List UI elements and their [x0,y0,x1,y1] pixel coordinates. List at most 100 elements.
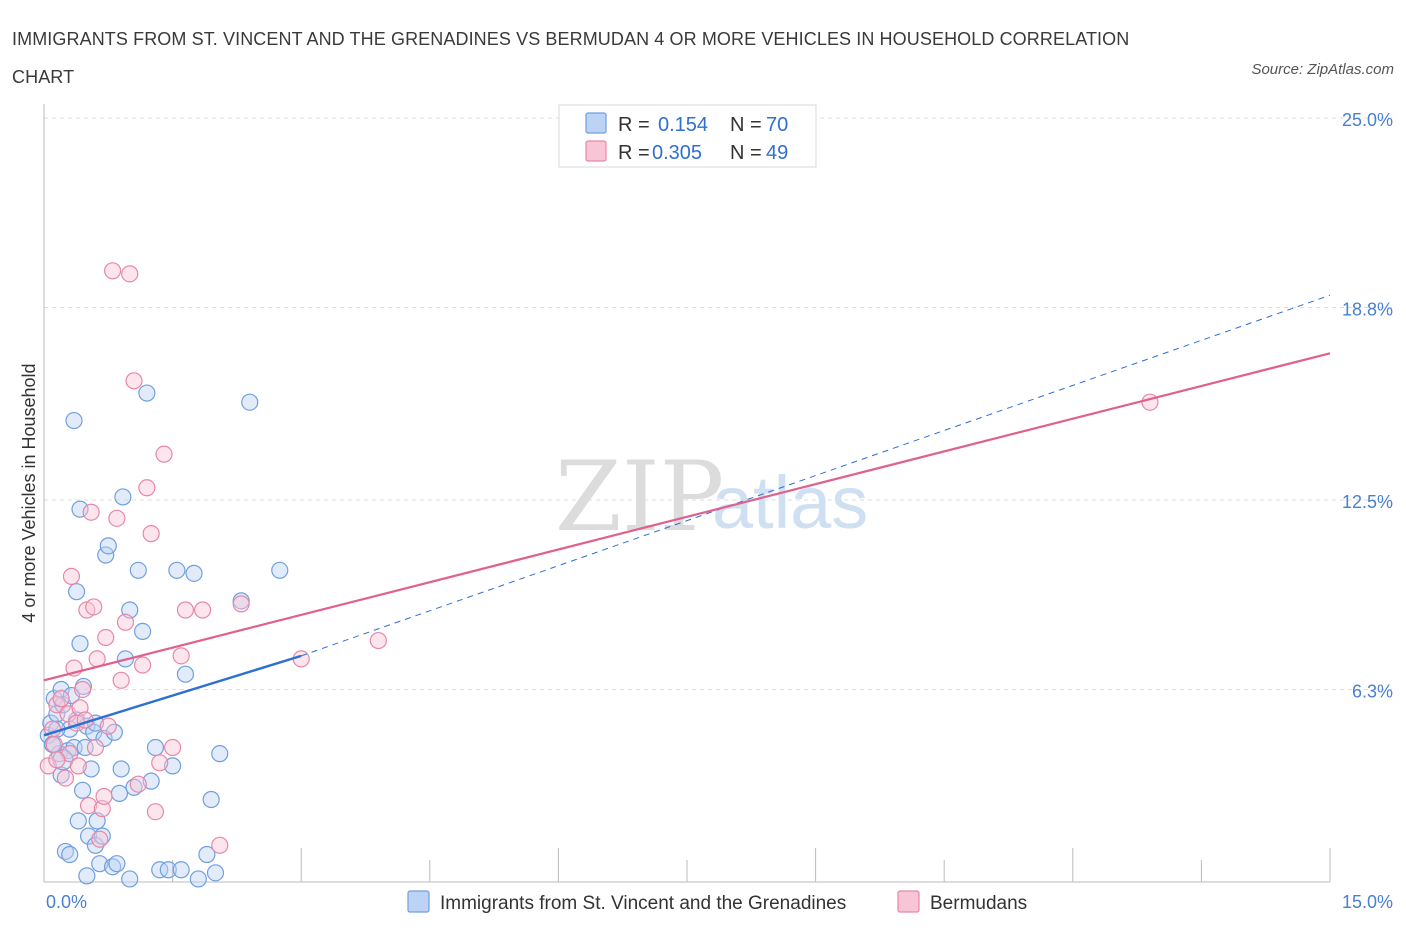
point-blue-52 [168,561,186,579]
point-pink-25 [99,717,117,735]
trend-lines [43,294,1331,737]
series-pink-points [39,262,1159,854]
point-pink-5 [56,769,75,787]
point-blue-38 [112,760,130,778]
y-tick-label-2: 18.8% [1342,299,1393,319]
point-pink-21 [91,830,109,848]
x-tick-label-1: 15.0% [1342,892,1393,912]
y-tick-label-0: 6.3% [1352,681,1393,701]
point-blue-50 [159,861,177,879]
point-blue-62 [241,393,259,411]
watermark-zip: ZIP [555,441,724,553]
point-pink-36 [146,803,165,821]
bottom-legend-swatch-pink [897,890,920,913]
point-blue-60 [211,745,229,763]
point-blue-51 [164,757,182,775]
point-blue-58 [202,790,220,809]
point-blue-25 [82,760,100,778]
x-tick-labels: 0.0% 15.0% [46,892,1393,912]
bottom-legend-label-2: Bermudans [930,893,1027,914]
trend-blue-solid [43,654,302,737]
point-pink-46 [369,631,387,650]
point-pink-2 [45,735,63,754]
point-blue-20 [67,583,86,601]
point-blue-23 [78,867,96,885]
point-pink-8 [62,567,81,586]
point-pink-34 [138,479,156,497]
point-blue-7 [54,696,72,714]
point-blue-55 [185,564,203,582]
x-tick-label-0: 0.0% [46,892,87,912]
point-blue-67 [61,845,79,864]
legend-swatch-pink [585,140,607,162]
bottom-legend: Immigrants from St. Vincent and the Gren… [407,890,1027,914]
point-pink-30 [121,265,139,283]
trend-pink [43,352,1331,682]
point-pink-27 [108,509,126,527]
point-pink-32 [129,775,147,793]
point-blue-46 [138,384,156,402]
point-blue-53 [172,861,190,879]
point-pink-24 [97,628,115,647]
watermark: ZIP atlas [555,441,868,553]
point-pink-35 [142,525,160,543]
point-blue-47 [142,772,160,790]
point-pink-11 [69,757,87,775]
x-minor-ticks [172,848,1331,882]
point-pink-42 [194,601,212,619]
legend-r-label-1: R = [618,114,650,136]
point-blue-29 [91,855,109,873]
watermark-atlas: atlas [712,461,868,544]
point-pink-28 [112,671,130,689]
legend-swatch-blue [585,112,607,134]
point-blue-44 [129,561,147,579]
point-pink-18 [85,598,103,616]
point-pink-48 [48,751,66,769]
point-pink-23 [95,787,113,806]
point-blue-33 [99,537,117,555]
point-pink-29 [116,613,135,631]
point-blue-45 [133,622,152,641]
point-blue-15 [71,635,89,653]
y-tick-label-3: 25.0% [1342,110,1393,130]
source-label: Source: ZipAtlas.com [1251,61,1394,78]
y-tick-label-1: 12.5% [1342,492,1393,512]
point-blue-16 [73,781,92,799]
bottom-legend-swatch-blue [407,890,430,913]
chart-title: IMMIGRANTS FROM ST. VINCENT AND THE GREN… [12,29,1130,87]
point-pink-38 [155,445,173,463]
legend-r-label-2: R = [618,142,650,164]
point-blue-59 [206,864,225,882]
point-pink-45 [292,650,310,668]
point-blue-24 [79,827,98,845]
point-pink-39 [164,738,182,757]
point-pink-44 [232,595,250,613]
point-blue-56 [189,870,207,888]
legend-n-label-1: N = [730,114,762,136]
point-pink-19 [86,738,105,757]
point-pink-17 [82,503,100,521]
point-pink-40 [172,647,190,665]
point-blue-36 [108,855,126,873]
point-blue-41 [121,870,139,888]
point-blue-54 [176,665,195,683]
trend-blue-dashed [301,294,1331,657]
point-pink-13 [73,680,92,699]
point-pink-16 [79,796,98,815]
point-pink-0 [39,757,57,775]
point-blue-14 [69,812,87,830]
point-pink-33 [133,656,152,674]
y-axis-label: 4 or more Vehicles in Household [19,363,39,622]
point-blue-30 [93,827,111,845]
point-blue-57 [198,845,216,864]
point-pink-4 [52,690,70,708]
top-legend: R = 0.154 N = 70 R = 0.305 N = 49 [558,104,817,168]
legend-n-label-2: N = [730,142,762,164]
point-blue-19 [65,411,83,430]
legend-r-value-2: 0.305 [652,142,702,164]
point-blue-63 [271,561,289,579]
point-pink-26 [103,262,122,280]
point-pink-37 [151,754,169,772]
bottom-legend-label-1: Immigrants from St. Vincent and the Gren… [440,893,846,914]
